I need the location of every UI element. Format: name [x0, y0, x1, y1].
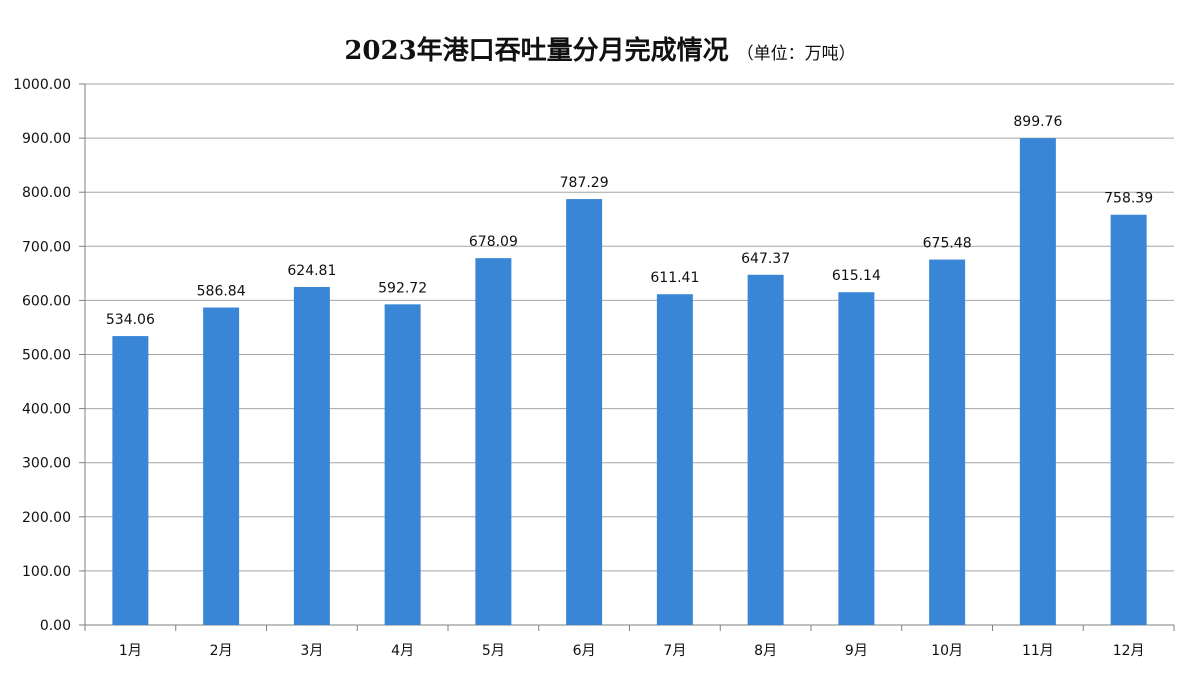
x-tick-label: 5月: [482, 643, 505, 659]
bar: [384, 304, 421, 625]
x-tick-label: 4月: [391, 643, 414, 659]
y-tick-label: 800.00: [22, 185, 71, 201]
bar: [566, 199, 603, 625]
y-tick-label: 400.00: [22, 402, 71, 418]
x-tick-label: 2月: [210, 643, 233, 659]
data-label: 647.37: [741, 251, 790, 267]
bar: [112, 336, 149, 625]
bar: [293, 286, 330, 625]
data-label: 758.39: [1104, 191, 1153, 207]
y-tick-label: 200.00: [22, 510, 71, 526]
x-tick-label: 6月: [573, 643, 596, 659]
x-tick-label: 9月: [845, 643, 868, 659]
data-label: 678.09: [469, 234, 518, 250]
x-tick-label: 11月: [1022, 643, 1054, 659]
bar: [929, 259, 966, 625]
data-label: 586.84: [197, 284, 246, 300]
y-tick-label: 100.00: [22, 564, 71, 580]
bar: [1019, 138, 1056, 625]
bar: [747, 274, 784, 625]
bar: [1110, 214, 1147, 626]
y-tick-label: 1000.00: [13, 77, 71, 93]
data-label: 899.76: [1013, 114, 1062, 130]
y-tick-label: 600.00: [22, 293, 71, 309]
y-tick-label: 300.00: [22, 456, 71, 472]
x-tick-label: 7月: [663, 643, 686, 659]
x-tick-label: 10月: [931, 643, 963, 659]
chart-title: 2023年港口吞吐量分月完成情况: [344, 36, 729, 66]
x-tick-label: 1月: [119, 643, 142, 659]
data-label: 611.41: [650, 270, 699, 286]
bar: [838, 292, 875, 625]
y-tick-label: 700.00: [22, 239, 71, 255]
chart-title-block: 2023年港口吞吐量分月完成情况 （单位：万吨）: [0, 30, 1200, 67]
y-tick-label: 900.00: [22, 131, 71, 147]
bar: [656, 294, 693, 625]
bar: [203, 307, 240, 625]
y-tick-label: 500.00: [22, 348, 71, 364]
data-label: 592.72: [378, 280, 427, 296]
data-label: 534.06: [106, 312, 155, 328]
data-label: 675.48: [923, 236, 972, 252]
data-label: 787.29: [560, 175, 609, 191]
data-label: 615.14: [832, 268, 881, 284]
y-tick-label: 0.00: [40, 618, 71, 634]
bar: [475, 258, 512, 625]
x-tick-label: 8月: [754, 643, 777, 659]
x-tick-label: 3月: [300, 643, 323, 659]
data-label: 624.81: [287, 263, 336, 279]
x-tick-label: 12月: [1113, 643, 1145, 659]
chart-unit-label: （单位：万吨）: [736, 44, 856, 64]
